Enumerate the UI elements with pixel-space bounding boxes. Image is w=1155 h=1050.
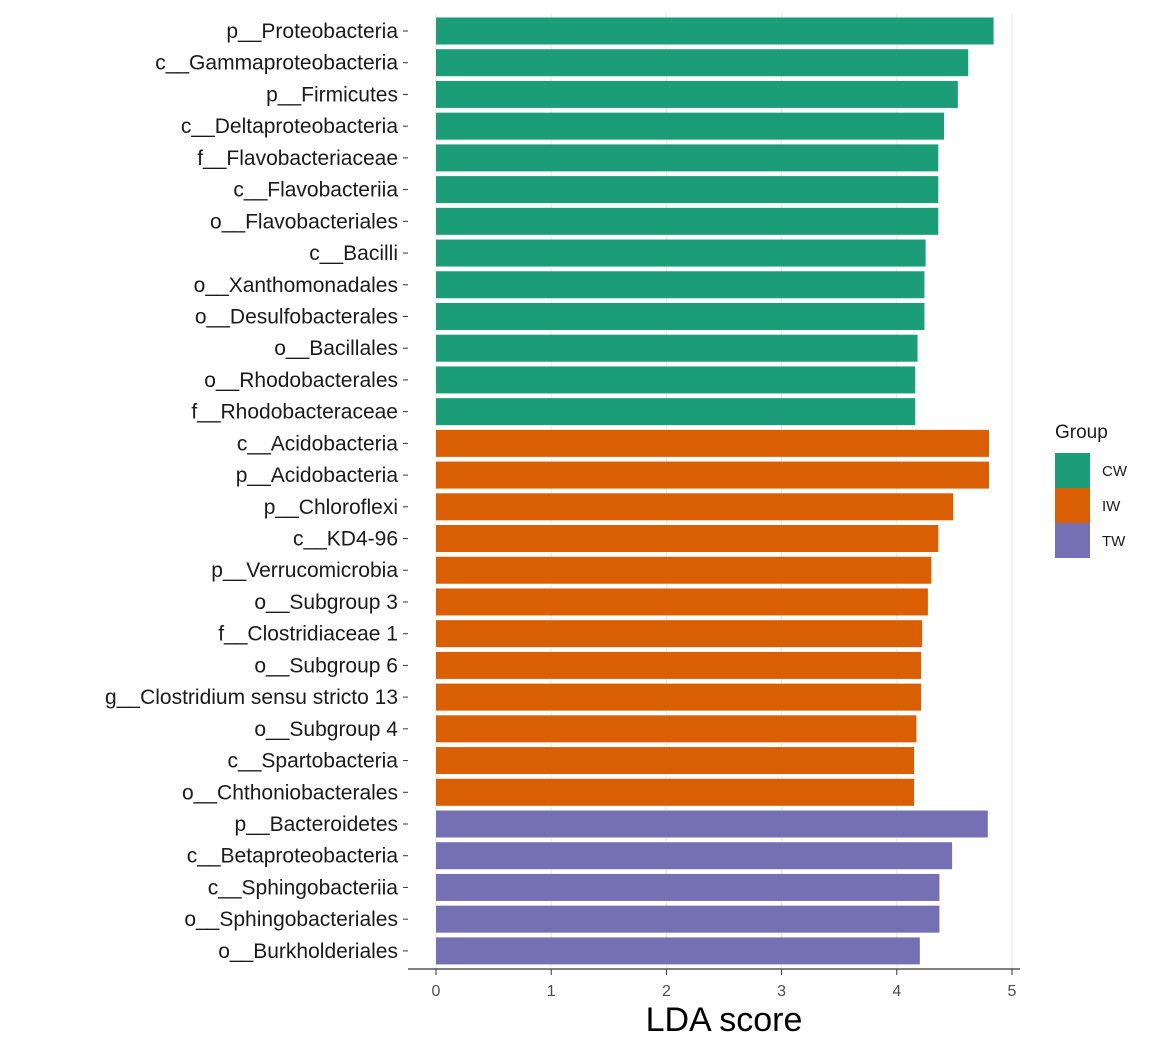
category-label: c__Deltaproteobacteria — [181, 115, 398, 138]
bar-o-chthoniobacterales — [436, 778, 915, 806]
bar-p-chloroflexi — [436, 493, 954, 521]
bar-o-flavobacteriales — [436, 207, 939, 235]
bar-p-proteobacteria — [436, 17, 994, 45]
bar-c-acidobacteria — [436, 429, 989, 457]
category-label: c__Spartobacteria — [228, 750, 399, 773]
bar-c-sphingobacteriia — [436, 873, 940, 901]
category-label: c__Bacilli — [309, 242, 398, 265]
category-label: o__Chthoniobacterales — [182, 781, 398, 804]
x-tick-label: 3 — [777, 983, 786, 1000]
bar-c-betaproteobacteria — [436, 842, 953, 870]
y-axis: p__Proteobacteria c__Gammaproteobacteriap… — [105, 20, 408, 963]
category-label: o__Desulfobacterales — [195, 305, 398, 328]
category-label: c__Flavobacteriia — [233, 179, 398, 202]
bar-o-desulfobacterales — [436, 302, 925, 330]
legend-label: CW — [1102, 463, 1128, 480]
x-tick-label: 2 — [662, 983, 671, 1000]
bar-o-subgroup-6 — [436, 651, 921, 679]
bar-p-firmicutes — [436, 80, 958, 108]
bar-g-clostridium-sensu-stricto-13 — [436, 683, 921, 711]
legend-key-iw — [1055, 488, 1090, 523]
category-label: f__Rhodobacteraceae — [191, 401, 398, 424]
category-label: c__Gammaproteobacteria — [155, 52, 398, 75]
bar-o-xanthomonadales — [436, 271, 925, 299]
bar-f-rhodobacteraceae — [436, 398, 916, 426]
bar-p-verrucomicrobia — [436, 556, 932, 584]
bar-o-sphingobacteriales — [436, 905, 940, 933]
grid-lines — [435, 13, 1013, 968]
category-label: p__Chloroflexi — [264, 496, 398, 519]
bar-p-bacteroidetes — [436, 810, 988, 838]
bar-o-rhodobacterales — [436, 366, 916, 394]
category-label: o__Bacillales — [274, 337, 398, 360]
legend-key-tw — [1055, 523, 1090, 558]
x-tick-label: 4 — [892, 983, 901, 1000]
legend-title: Group — [1055, 422, 1108, 443]
category-label: p__Firmicutes — [266, 83, 398, 106]
category-label: o__Subgroup 3 — [254, 591, 398, 614]
x-axis-title: LDA score — [646, 1001, 803, 1039]
bar-c-bacilli — [436, 239, 926, 267]
legend-key-cw — [1055, 453, 1090, 488]
bar-o-burkholderiales — [436, 937, 920, 965]
bar-o-subgroup-3 — [436, 588, 928, 616]
bar-p-acidobacteria — [436, 461, 989, 489]
x-axis: 0 1 2 3 4 5 — [408, 968, 1020, 1000]
category-label: c__KD4-96 — [293, 528, 398, 551]
bar-f-flavobacteriaceae — [436, 144, 939, 172]
category-label: p__Proteobacteria — [226, 20, 398, 43]
bar-o-subgroup-4 — [436, 715, 917, 743]
category-label: o__Flavobacteriales — [210, 210, 398, 233]
bar-c-spartobacteria — [436, 747, 915, 775]
category-label: o__Rhodobacterales — [204, 369, 398, 392]
bar-c-kd4-96 — [436, 525, 939, 553]
bar-c-deltaproteobacteria — [436, 112, 945, 140]
category-label: o__Sphingobacteriales — [184, 908, 398, 931]
x-tick-label: 1 — [547, 983, 556, 1000]
category-label: p__Bacteroidetes — [235, 813, 398, 836]
x-tick-label: 5 — [1008, 983, 1017, 1000]
legend: Group CW IW TW — [1055, 422, 1128, 558]
bar-f-clostridiaceae-1 — [436, 620, 923, 648]
x-tick-label: 0 — [432, 983, 441, 1000]
category-label: o__Subgroup 4 — [254, 718, 398, 741]
category-label: o__Burkholderiales — [218, 940, 398, 963]
category-label: c__Acidobacteria — [237, 432, 398, 455]
bars-layer — [436, 17, 994, 965]
category-label: o__Xanthomonadales — [194, 274, 398, 297]
category-label: g__Clostridium sensu stricto 13 — [105, 686, 398, 709]
bar-o-bacillales — [436, 334, 918, 362]
category-label: c__Betaproteobacteria — [187, 845, 399, 868]
bar-c-gammaproteobacteria — [436, 49, 969, 77]
category-label: c__Sphingobacteriia — [208, 876, 399, 899]
category-label: f__Flavobacteriaceae — [197, 147, 398, 170]
bar-c-flavobacteriia — [436, 176, 939, 204]
category-label: f__Clostridiaceae 1 — [218, 623, 398, 646]
legend-label: TW — [1102, 533, 1126, 550]
category-label: o__Subgroup 6 — [254, 654, 398, 677]
legend-label: IW — [1102, 498, 1121, 515]
category-label: p__Verrucomicrobia — [211, 559, 398, 582]
category-label: p__Acidobacteria — [236, 464, 399, 487]
